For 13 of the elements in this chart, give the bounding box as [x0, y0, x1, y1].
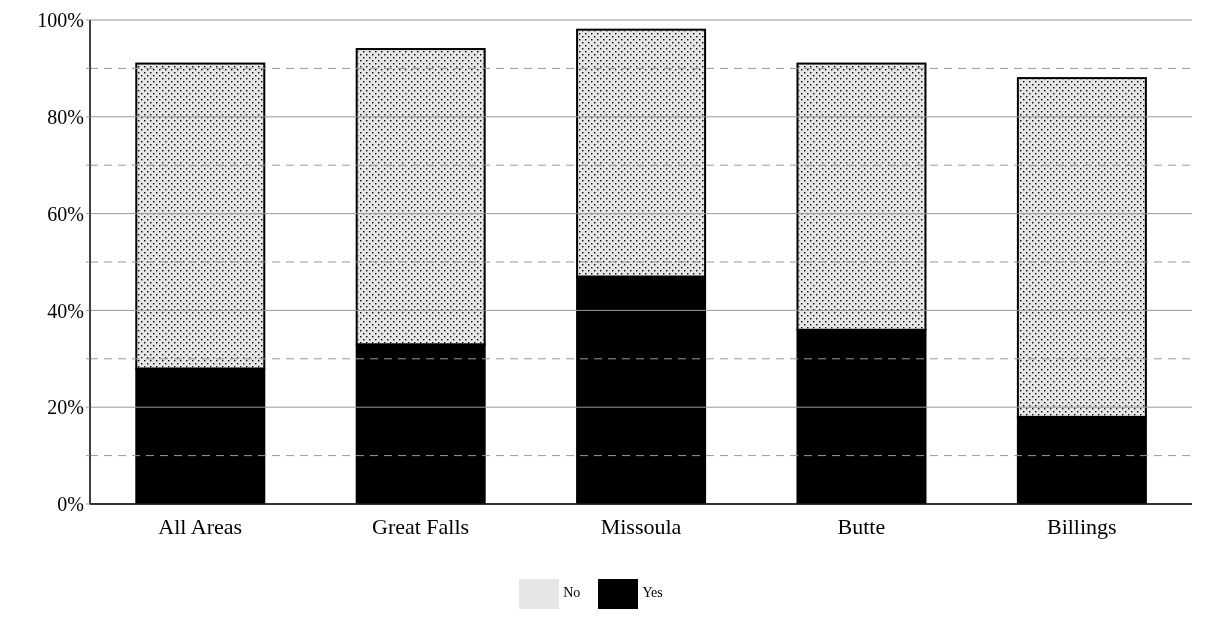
x-tick-label: Missoula: [600, 513, 682, 539]
x-tick-label: All Areas: [158, 513, 243, 539]
legend-label: Yes: [642, 585, 663, 601]
legend-label: No: [563, 585, 581, 601]
y-tick-label: 100%: [37, 9, 84, 32]
x-tick-label: Butte: [837, 513, 886, 539]
x-tick-label: Great Falls: [372, 513, 470, 539]
y-tick-label: 0%: [57, 493, 84, 516]
x-tick-label: Billings: [1046, 513, 1117, 539]
y-tick-label: 80%: [47, 105, 84, 128]
y-tick-label: 20%: [47, 396, 84, 419]
y-tick-label: 60%: [47, 202, 84, 225]
y-tick-label: 40%: [47, 299, 84, 322]
